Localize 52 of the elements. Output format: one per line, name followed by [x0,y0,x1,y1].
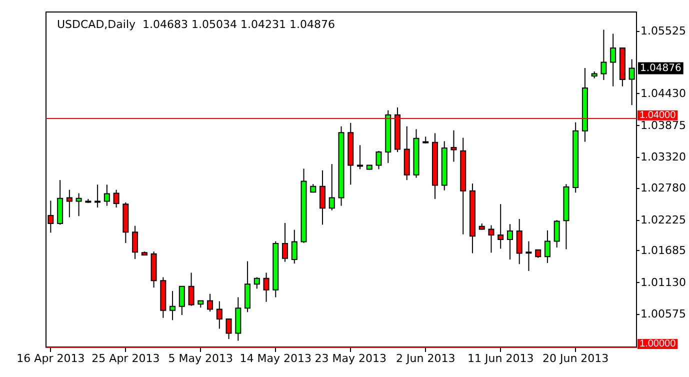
y-tick-label: 1.01130 [640,276,686,289]
candlestick [291,229,298,264]
candlestick [610,33,616,87]
candlestick [628,58,635,106]
candlestick [94,184,101,208]
candlestick [104,184,110,206]
x-tick-label: 14 May 2013 [240,352,312,365]
x-tick-label: 25 Apr 2013 [92,352,160,365]
candlestick [328,164,335,211]
candlestick [320,170,326,226]
candlestick [226,318,232,340]
candlestick [600,29,607,81]
candlestick [516,218,522,265]
y-tick-label: 1.00575 [640,308,686,321]
candlestick [498,204,504,250]
x-tick-label: 23 May 2013 [314,352,386,365]
y-tick-label: 1.02225 [640,213,686,226]
ref-line-label: 1.04000 [640,110,676,121]
y-tick-label: 1.01685 [640,244,686,258]
candlestick [113,189,120,208]
candlestick [488,224,494,254]
text: 1.04876 [640,62,682,74]
x-tick-label: 20 Jun 2013 [542,352,609,365]
candlestick [357,144,364,170]
candlestick [207,293,214,312]
candlestick [76,192,82,217]
candlestick [554,220,560,248]
candlestick [216,300,222,330]
y-tick-label: 1.04430 [640,87,686,100]
candlestick [282,222,288,262]
x-tick-label: 2 Jun 2013 [396,352,456,365]
y-tick-label: 1.03875 [640,118,686,132]
text: USDCAD,Daily 1.04683 1.05034 1.04231 1.04876 [57,18,335,31]
candlestick [254,276,260,290]
x-tick-label: 5 May 2013 [168,352,234,365]
candlestick [544,230,550,264]
candlestick [66,189,72,218]
candlestick [376,150,382,170]
candlestick [450,130,457,162]
x-tick-label: 11 Jun 2013 [468,352,534,365]
x-tick-label: 16 Apr 2013 [16,352,85,365]
candlestick [263,272,270,302]
y-tick-label: 1.02780 [640,182,686,195]
candlestick [178,286,185,316]
y-tick-label: 1.05525 [640,24,686,38]
ref-line-label: 1.00000 [640,338,676,350]
candlestick [188,272,194,306]
y-tick-label: 1.03320 [640,150,686,164]
candlestick [170,290,176,321]
candlestick [506,224,513,260]
candlestick [132,225,138,260]
candlestick [526,240,532,272]
